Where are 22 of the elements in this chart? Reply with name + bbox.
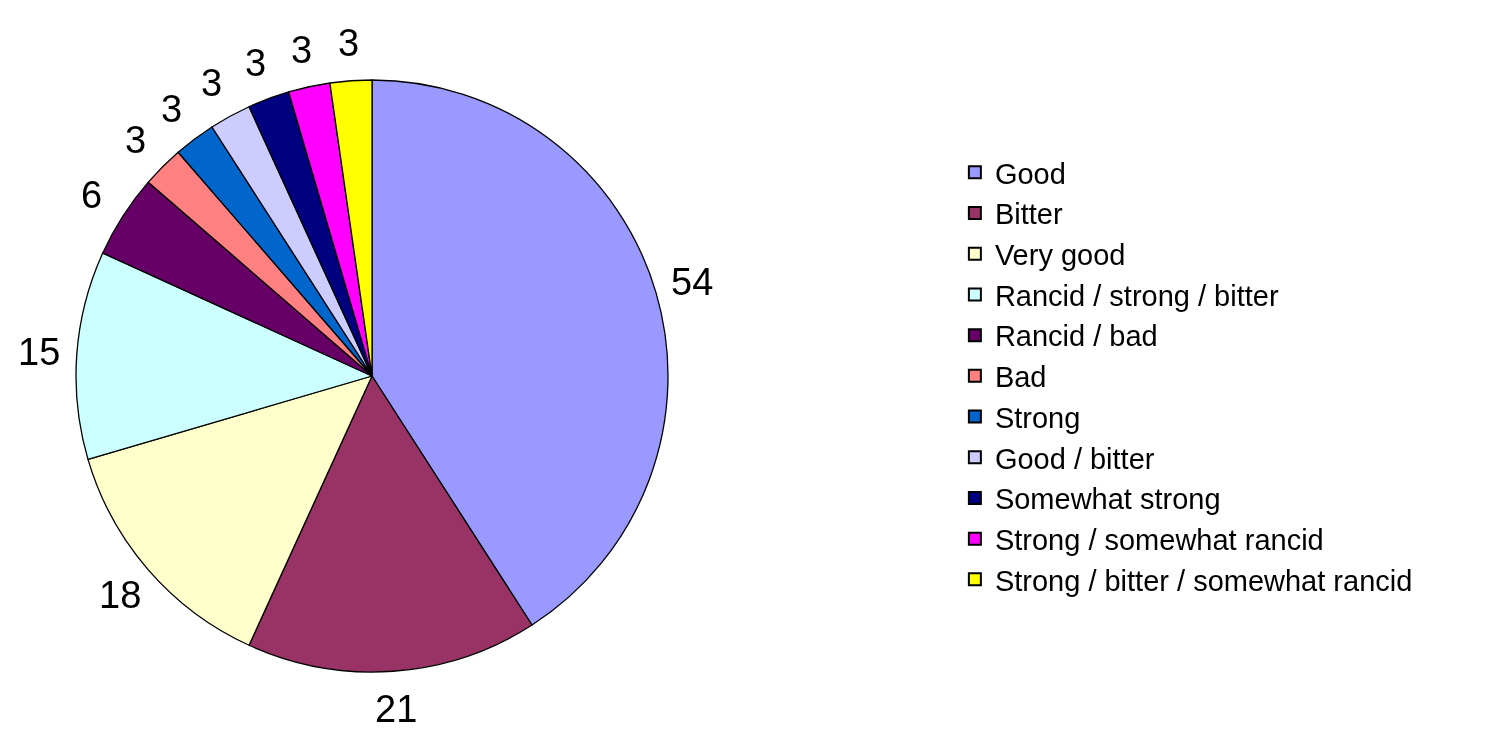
legend-label: Bitter	[994, 198, 1063, 231]
data-label: 18	[99, 574, 142, 616]
legend-label: Rancid / bad	[994, 320, 1158, 353]
legend-label: Strong	[994, 401, 1081, 434]
data-label: 54	[671, 261, 714, 303]
legend-label: Good / bitter	[994, 442, 1155, 475]
data-label: 3	[125, 119, 147, 161]
legend-label: Rancid / strong / bitter	[994, 279, 1279, 312]
data-label: 3	[338, 22, 360, 64]
data-label: 3	[245, 42, 267, 84]
legend-label: Very good	[994, 239, 1126, 272]
data-label: 6	[81, 174, 103, 216]
data-label: 3	[201, 62, 223, 104]
legend-label: Good	[994, 157, 1066, 190]
legend-label: Somewhat strong	[994, 483, 1221, 516]
data-label: 3	[291, 29, 313, 71]
legend-label: Bad	[994, 361, 1047, 394]
data-label: 15	[18, 331, 61, 373]
legend-label: Strong / somewhat rancid	[994, 523, 1324, 556]
data-label: 3	[161, 88, 183, 130]
legend-label: Strong / bitter / somewhat rancid	[994, 564, 1413, 597]
data-label: 21	[375, 688, 418, 730]
